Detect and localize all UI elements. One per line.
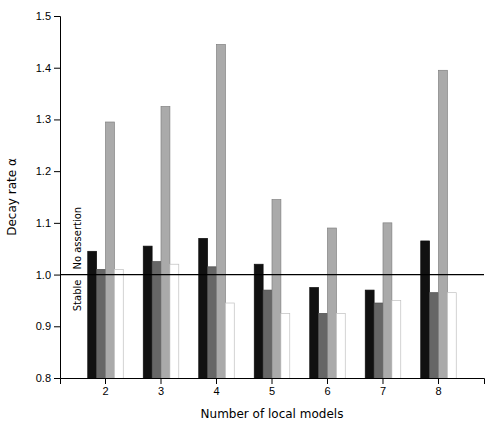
bar: [310, 288, 319, 379]
tick: 0.9: [36, 320, 60, 332]
annotation: Stable: [72, 280, 83, 312]
tick-label: 1.1: [36, 217, 51, 229]
tick-mark: [54, 223, 60, 224]
bar: [114, 269, 123, 378]
tick-label: 0.8: [36, 372, 51, 384]
bar: [421, 241, 430, 378]
tick-mark: [54, 275, 60, 276]
bar: [208, 267, 217, 378]
tick-label: 1.2: [36, 165, 51, 177]
tick-mark: [382, 378, 383, 384]
bar: [152, 262, 161, 378]
bar: [217, 44, 226, 378]
bar: [319, 313, 328, 378]
tick: 2: [102, 378, 108, 397]
bar: [254, 264, 263, 378]
tick: 0.8: [36, 372, 60, 384]
plot: 0.8 0.9 1.0 1.1 1.2 1.3 1.4 1.5 2 3 4 5 6 7 8 Stable No …: [36, 10, 485, 428]
bar: [225, 303, 234, 378]
series: [114, 264, 456, 378]
tick-mark: [327, 378, 328, 384]
y-axis: 0.8 0.9 1.0 1.1 1.2 1.3 1.4 1.5: [36, 10, 61, 384]
tick: 4: [213, 378, 219, 397]
tick: 7: [380, 378, 386, 397]
bar: [430, 293, 439, 378]
tick-label: 5: [269, 385, 275, 397]
tick: 1.2: [36, 165, 60, 177]
tick-mark: [161, 378, 162, 384]
tick: 5: [269, 378, 275, 397]
reference-line: [60, 274, 484, 275]
bar: [327, 228, 336, 378]
bar: [365, 290, 374, 378]
bar: [447, 293, 456, 378]
tick-mark: [105, 378, 106, 384]
tick-mark: [54, 16, 60, 17]
annotation: No assertion: [72, 207, 83, 270]
tick: 1.1: [36, 217, 60, 229]
tick-label: 8: [435, 385, 441, 397]
bar: [161, 107, 170, 379]
bar: [336, 313, 345, 378]
tick-label: 1.3: [36, 113, 51, 125]
tick-mark: [272, 378, 273, 384]
bar: [106, 122, 115, 378]
tick-label: 7: [380, 385, 386, 397]
tick-label: 6: [324, 385, 330, 397]
tick-label: 0.9: [36, 320, 51, 332]
bar: [383, 223, 392, 378]
tick-mark: [216, 378, 217, 384]
bar: [272, 200, 281, 378]
bar: [263, 290, 272, 378]
tick-label: 1.5: [36, 10, 51, 22]
bar: [88, 251, 97, 378]
tick: 1.0: [36, 269, 60, 281]
chart: 0.8 0.9 1.0 1.1 1.2 1.3 1.4 1.5 2 3 4 5 6 7 8 Stable No …: [0, 0, 500, 428]
bar: [374, 303, 383, 378]
series: [106, 44, 448, 378]
bar: [143, 246, 152, 378]
bar: [392, 300, 401, 378]
axis-line: [54, 17, 61, 379]
bars: [60, 44, 484, 378]
tick-mark: [54, 378, 60, 379]
x-axis-title: Number of local models: [201, 407, 344, 421]
tick-label: 3: [158, 385, 164, 397]
tick-mark: [54, 326, 60, 327]
bar: [438, 70, 447, 378]
tick-mark: [438, 378, 439, 384]
bar: [170, 264, 179, 378]
x-axis: 2 3 4 5 6 7 8: [61, 378, 485, 397]
tick-mark: [54, 119, 60, 120]
tick-mark: [54, 171, 60, 172]
tick-label: 1.4: [36, 62, 51, 74]
axis-line: [61, 379, 485, 385]
y-axis-title: Decay rate α: [5, 158, 19, 236]
tick: 8: [435, 378, 441, 397]
series: [88, 238, 430, 378]
tick-label: 2: [102, 385, 108, 397]
bar: [97, 269, 106, 378]
bar: [199, 238, 208, 378]
tick: 1.3: [36, 113, 60, 125]
tick: 1.4: [36, 62, 60, 74]
tick-mark: [54, 68, 60, 69]
bar: [281, 313, 290, 378]
tick: 6: [324, 378, 330, 397]
tick: 3: [158, 378, 164, 397]
tick: 1.5: [36, 10, 60, 22]
tick-label: 1.0: [36, 269, 51, 281]
tick-label: 4: [213, 385, 219, 397]
